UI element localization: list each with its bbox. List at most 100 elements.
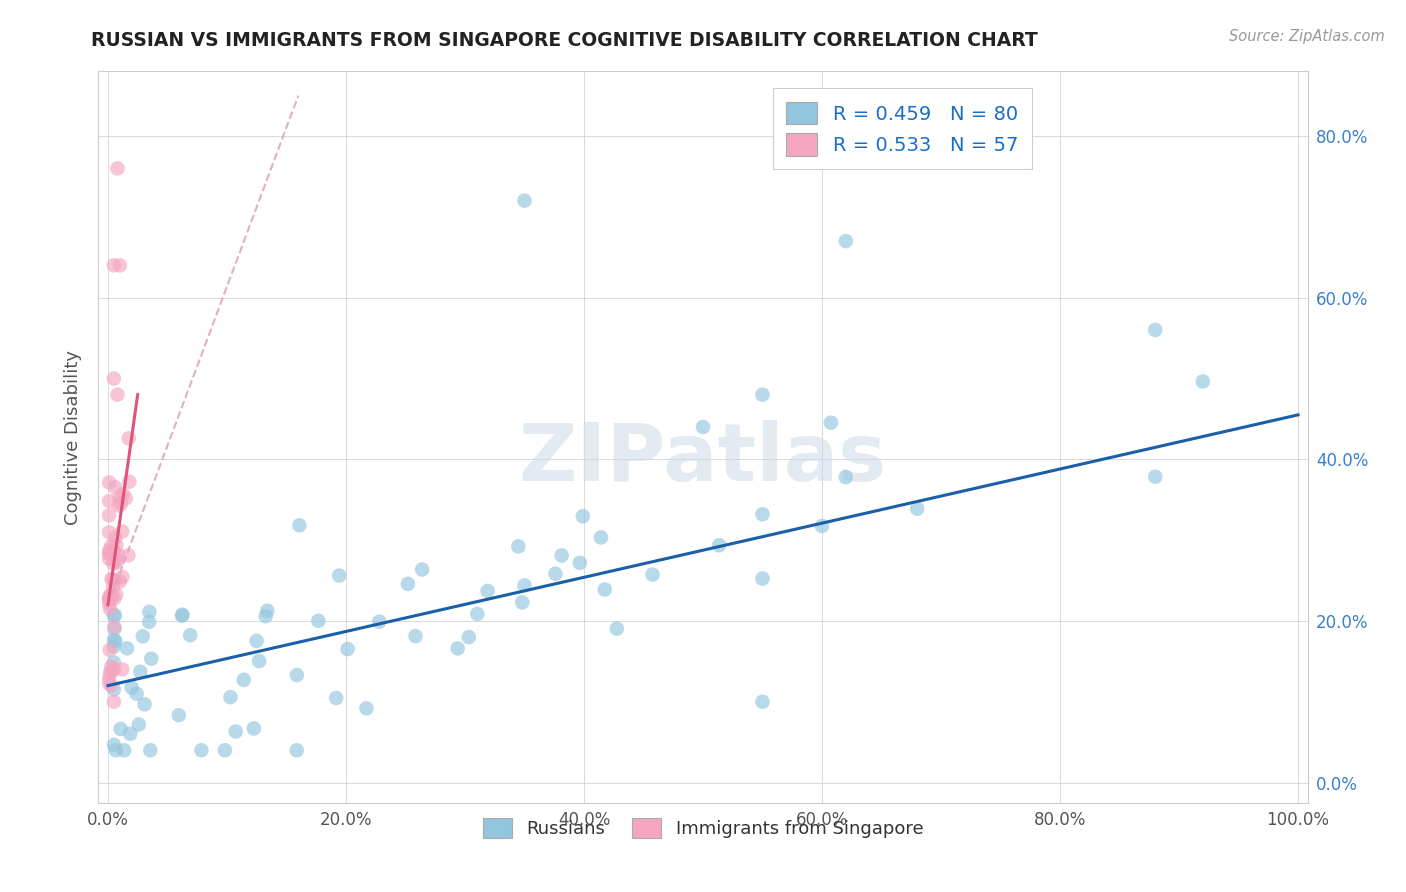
Point <box>141 651 163 665</box>
Point <box>811 519 834 533</box>
Point <box>411 562 433 576</box>
Point <box>368 615 391 629</box>
Text: RUSSIAN VS IMMIGRANTS FROM SINGAPORE COGNITIVE DISABILITY CORRELATION CHART: RUSSIAN VS IMMIGRANTS FROM SINGAPORE COG… <box>91 31 1038 50</box>
Point <box>285 668 308 682</box>
Point <box>707 538 730 552</box>
Point <box>396 577 419 591</box>
Point <box>114 491 136 506</box>
Point <box>254 609 277 624</box>
Point <box>751 572 773 586</box>
Point <box>336 642 359 657</box>
Point <box>167 708 190 723</box>
Point <box>110 722 132 736</box>
Point <box>103 662 125 676</box>
Point <box>544 566 567 581</box>
Point <box>112 743 135 757</box>
Point <box>103 633 125 648</box>
Point <box>107 499 129 513</box>
Point <box>100 660 122 674</box>
Point <box>820 416 842 430</box>
Point <box>118 475 141 489</box>
Point <box>246 633 269 648</box>
Point <box>120 727 142 741</box>
Point <box>103 371 125 385</box>
Point <box>105 588 128 602</box>
Point <box>111 662 134 676</box>
Point <box>138 615 160 629</box>
Point <box>589 531 612 545</box>
Point <box>104 553 127 567</box>
Point <box>139 743 162 757</box>
Point <box>98 508 121 523</box>
Point <box>138 605 160 619</box>
Point <box>751 695 773 709</box>
Point <box>98 547 121 561</box>
Point <box>103 640 125 654</box>
Point <box>905 501 928 516</box>
Point <box>1144 469 1167 483</box>
Point <box>446 641 468 656</box>
Point <box>307 614 329 628</box>
Point <box>107 161 129 176</box>
Point <box>117 549 139 563</box>
Point <box>100 679 122 693</box>
Point <box>128 717 150 731</box>
Point <box>98 546 121 560</box>
Point <box>108 574 131 589</box>
Point <box>108 258 131 272</box>
Point <box>325 691 347 706</box>
Point <box>1192 375 1215 389</box>
Point <box>568 556 591 570</box>
Point <box>513 194 536 208</box>
Point <box>572 509 595 524</box>
Point <box>125 687 148 701</box>
Point <box>132 629 155 643</box>
Point <box>513 578 536 592</box>
Legend: Russians, Immigrants from Singapore: Russians, Immigrants from Singapore <box>475 811 931 845</box>
Point <box>100 589 122 603</box>
Point <box>405 629 427 643</box>
Point <box>104 743 127 757</box>
Point <box>190 743 212 757</box>
Point <box>232 673 254 687</box>
Point <box>288 518 311 533</box>
Point <box>103 557 125 571</box>
Point <box>103 258 125 272</box>
Point <box>98 543 121 558</box>
Point <box>111 570 134 584</box>
Point <box>457 630 479 644</box>
Point <box>103 545 125 559</box>
Point <box>179 628 201 642</box>
Point <box>103 656 125 670</box>
Point <box>510 595 533 609</box>
Point <box>692 420 714 434</box>
Point <box>593 582 616 597</box>
Point <box>214 743 236 757</box>
Point <box>98 525 121 540</box>
Point <box>508 540 530 554</box>
Point <box>98 494 121 508</box>
Text: Source: ZipAtlas.com: Source: ZipAtlas.com <box>1229 29 1385 44</box>
Point <box>751 387 773 401</box>
Point <box>835 470 858 484</box>
Point <box>98 602 121 616</box>
Point <box>606 622 628 636</box>
Point <box>103 682 125 697</box>
Point <box>100 572 122 586</box>
Point <box>172 607 194 622</box>
Text: ZIPatlas: ZIPatlas <box>519 420 887 498</box>
Point <box>465 607 488 621</box>
Point <box>356 701 378 715</box>
Point <box>104 634 127 648</box>
Point <box>170 608 193 623</box>
Point <box>98 643 121 657</box>
Point <box>101 573 124 587</box>
Point <box>107 387 129 401</box>
Point <box>107 548 129 562</box>
Point <box>328 568 350 582</box>
Point <box>98 589 121 603</box>
Point <box>115 641 138 656</box>
Point <box>243 722 266 736</box>
Point <box>225 724 247 739</box>
Point <box>100 539 122 553</box>
